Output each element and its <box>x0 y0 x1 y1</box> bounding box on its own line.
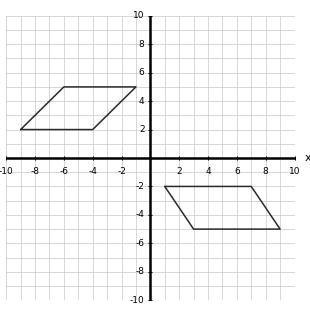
Text: y: y <box>147 314 154 316</box>
Text: -4: -4 <box>136 210 144 219</box>
Text: 10: 10 <box>133 11 144 20</box>
Text: 6: 6 <box>234 167 240 175</box>
Text: x: x <box>305 153 310 163</box>
Text: 2: 2 <box>176 167 182 175</box>
Text: 4: 4 <box>139 97 144 106</box>
Text: -6: -6 <box>59 167 69 175</box>
Text: 10: 10 <box>289 167 300 175</box>
Text: -4: -4 <box>88 167 97 175</box>
Text: -8: -8 <box>30 167 40 175</box>
Text: -2: -2 <box>136 182 144 191</box>
Text: -6: -6 <box>135 239 144 248</box>
Text: 8: 8 <box>263 167 268 175</box>
Text: 2: 2 <box>139 125 144 134</box>
Text: -8: -8 <box>135 267 144 276</box>
Text: 8: 8 <box>139 40 144 49</box>
Text: -10: -10 <box>130 296 144 305</box>
Text: -2: -2 <box>117 167 126 175</box>
Text: -10: -10 <box>0 167 14 175</box>
Text: 6: 6 <box>139 68 144 77</box>
Text: 4: 4 <box>205 167 211 175</box>
